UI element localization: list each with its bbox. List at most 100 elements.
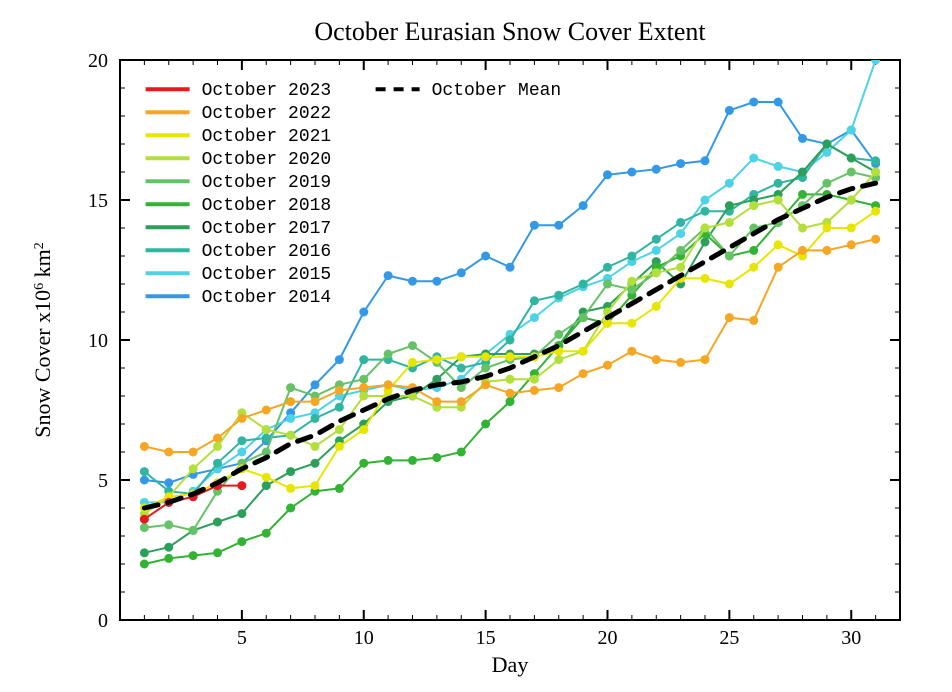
marker-y2015 [847, 126, 856, 135]
marker-y2022 [822, 246, 831, 255]
marker-y2014 [749, 98, 758, 107]
marker-y2016 [871, 156, 880, 165]
marker-y2021 [725, 280, 734, 289]
marker-y2017 [237, 509, 246, 518]
marker-y2021 [701, 274, 710, 283]
marker-y2020 [506, 375, 515, 384]
marker-y2020 [530, 375, 539, 384]
marker-y2022 [359, 383, 368, 392]
x-tick-label: 25 [719, 627, 739, 649]
marker-y2020 [286, 431, 295, 440]
marker-y2020 [652, 268, 661, 277]
marker-y2015 [774, 162, 783, 171]
marker-y2018 [384, 456, 393, 465]
marker-y2022 [237, 414, 246, 423]
marker-y2018 [432, 453, 441, 462]
marker-y2021 [311, 481, 320, 490]
marker-y2017 [140, 548, 149, 557]
marker-y2022 [311, 397, 320, 406]
marker-y2016 [603, 263, 612, 272]
marker-y2022 [676, 358, 685, 367]
marker-y2016 [554, 291, 563, 300]
x-tick-label: 5 [237, 627, 247, 649]
marker-y2021 [262, 473, 271, 482]
marker-y2022 [457, 397, 466, 406]
marker-y2015 [286, 414, 295, 423]
y-tick-label: 5 [98, 470, 108, 492]
y-tick-label: 10 [88, 330, 108, 352]
marker-y2022 [774, 263, 783, 272]
marker-y2019 [286, 383, 295, 392]
chart-container: October Eurasian Snow Cover Extent 5 10 15 2… [0, 0, 952, 692]
marker-y2021 [871, 207, 880, 216]
marker-y2014 [359, 308, 368, 317]
marker-y2018 [798, 190, 807, 199]
marker-y2015 [652, 246, 661, 255]
marker-y2019 [847, 168, 856, 177]
legend-label: October 2015 [202, 265, 332, 285]
marker-y2020 [335, 425, 344, 434]
marker-y2018 [457, 448, 466, 457]
x-tick-label: 15 [476, 627, 496, 649]
marker-y2022 [603, 361, 612, 370]
marker-y2018 [237, 537, 246, 546]
marker-y2015 [701, 196, 710, 205]
legend-label: October Mean [432, 81, 562, 101]
marker-y2014 [554, 221, 563, 230]
marker-y2016 [627, 252, 636, 261]
marker-y2014 [701, 156, 710, 165]
marker-y2019 [384, 350, 393, 359]
marker-y2018 [189, 551, 198, 560]
marker-y2022 [871, 235, 880, 244]
marker-y2019 [579, 313, 588, 322]
marker-y2019 [725, 252, 734, 261]
marker-y2014 [774, 98, 783, 107]
marker-y2014 [311, 380, 320, 389]
chart-title: October Eurasian Snow Cover Extent [314, 17, 706, 46]
marker-y2020 [798, 224, 807, 233]
marker-y2014 [335, 355, 344, 364]
marker-y2018 [408, 456, 417, 465]
marker-y2017 [286, 467, 295, 476]
marker-y2014 [652, 165, 661, 174]
marker-y2019 [140, 523, 149, 532]
marker-y2022 [627, 347, 636, 356]
marker-y2016 [774, 179, 783, 188]
marker-y2020 [262, 425, 271, 434]
marker-y2014 [676, 159, 685, 168]
marker-y2022 [481, 380, 490, 389]
marker-y2021 [432, 355, 441, 364]
marker-y2014 [481, 252, 490, 261]
marker-y2016 [530, 296, 539, 305]
marker-y2022 [506, 389, 515, 398]
marker-y2019 [603, 280, 612, 289]
marker-y2014 [627, 168, 636, 177]
marker-y2016 [213, 459, 222, 468]
marker-y2018 [213, 548, 222, 557]
legend-label: October 2014 [202, 288, 332, 308]
marker-y2020 [554, 355, 563, 364]
marker-y2019 [189, 526, 198, 535]
legend-label: October 2021 [202, 127, 332, 147]
marker-y2018 [481, 420, 490, 429]
legend-label: October 2020 [202, 150, 332, 170]
marker-y2021 [774, 240, 783, 249]
marker-y2017 [701, 238, 710, 247]
marker-y2022 [213, 434, 222, 443]
marker-y2015 [749, 154, 758, 163]
marker-y2018 [140, 560, 149, 569]
marker-y2019 [164, 520, 173, 529]
marker-y2020 [774, 196, 783, 205]
marker-y2014 [164, 478, 173, 487]
marker-y2017 [311, 459, 320, 468]
legend-label: October 2016 [202, 242, 332, 262]
marker-y2022 [164, 448, 173, 457]
legend-label: October 2019 [202, 173, 332, 193]
marker-y2016 [652, 235, 661, 244]
x-tick-label: 30 [841, 627, 861, 649]
marker-y2014 [579, 201, 588, 210]
marker-y2021 [506, 352, 515, 361]
marker-y2020 [213, 442, 222, 451]
marker-y2022 [335, 386, 344, 395]
marker-y2021 [457, 352, 466, 361]
